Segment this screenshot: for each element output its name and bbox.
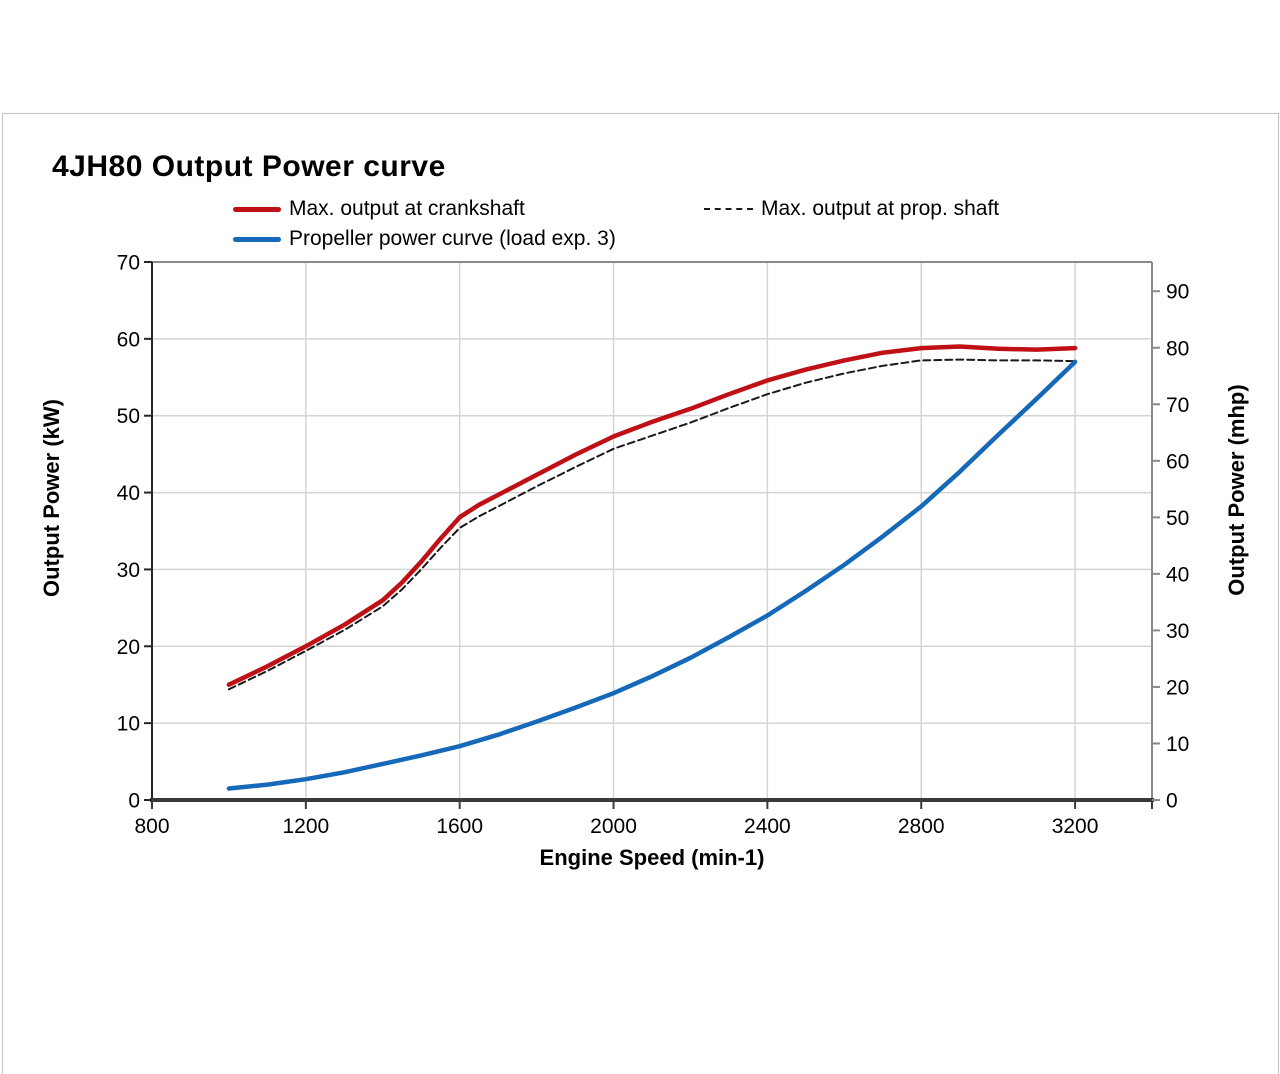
x-tick-label: 800	[134, 815, 169, 838]
legend-label-prop-shaft: Max. output at prop. shaft	[761, 197, 1000, 220]
y-right-tick-label: 40	[1166, 563, 1189, 586]
legend-line-propeller-icon	[233, 236, 281, 242]
legend-item-crankshaft: Max. output at crankshaft	[233, 196, 525, 222]
y-right-tick-label: 30	[1166, 620, 1189, 643]
series-line-1	[227, 358, 1077, 691]
chart-title: 4JH80 Output Power curve	[52, 150, 446, 183]
y-right-tick-label: 10	[1166, 733, 1189, 756]
legend-item-prop-shaft: Max. output at prop. shaft	[704, 196, 999, 222]
x-axis-title: Engine Speed (min-1)	[539, 845, 765, 870]
y-right-tick-label: 70	[1166, 394, 1189, 417]
x-tick-label: 1600	[436, 815, 483, 838]
y-right-tick-label: 80	[1166, 337, 1189, 360]
chart-frame	[2, 113, 1279, 1074]
x-tick-label: 1200	[282, 815, 329, 838]
x-tick-label: 2000	[590, 815, 637, 838]
series-line-2	[226, 359, 1078, 791]
power-curve-plot: 800 1200 1600 2000 2400 2800 32000102030405060…	[117, 252, 1190, 839]
y-right-tick-label: 60	[1166, 450, 1189, 473]
series-line-0	[226, 344, 1078, 687]
y-right-tick-label: 0	[1166, 790, 1178, 813]
legend-item-propeller: Propeller power curve (load exp. 3)	[233, 226, 616, 252]
legend-label-crankshaft: Max. output at crankshaft	[289, 197, 525, 220]
y-right-tick-label: 20	[1166, 676, 1189, 699]
x-tick-label: 3200	[1052, 815, 1099, 838]
y-left-tick-label: 30	[117, 559, 140, 582]
legend-line-crankshaft-icon	[233, 206, 281, 212]
y-left-tick-label: 20	[117, 636, 140, 659]
legend-line-prop-shaft-icon	[704, 208, 753, 210]
y-left-tick-label: 60	[117, 328, 140, 351]
y-left-tick-label: 10	[117, 713, 140, 736]
x-tick-label: 2800	[898, 815, 945, 838]
y-left-tick-label: 70	[117, 252, 140, 275]
y-right-tick-label: 50	[1166, 507, 1189, 530]
y-left-tick-label: 50	[117, 405, 140, 428]
x-tick-label: 2400	[744, 815, 791, 838]
y-left-tick-label: 0	[128, 790, 140, 813]
legend-label-propeller: Propeller power curve (load exp. 3)	[289, 227, 616, 250]
y-left-tick-label: 40	[117, 482, 140, 505]
y-right-tick-label: 90	[1166, 281, 1189, 304]
